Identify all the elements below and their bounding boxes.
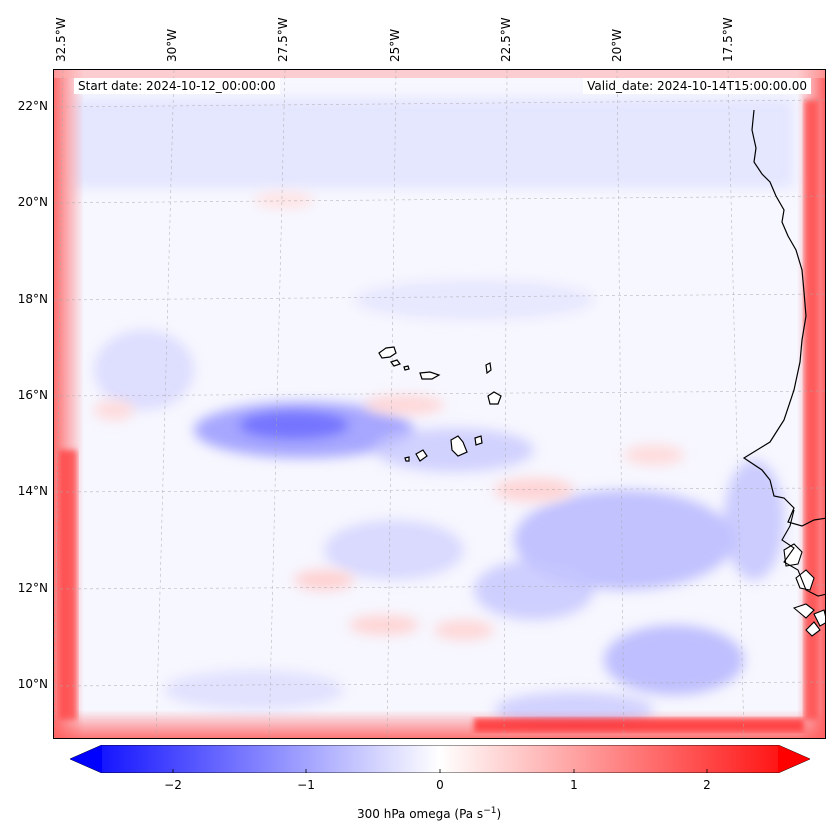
colorbar-gradient [70,745,810,773]
lon-label-32-5w: 32.5°W [54,17,68,62]
west-africa-coast-south [781,509,825,597]
colorbar-max-extend [778,745,810,773]
lat-label-10n: 10°N [17,677,48,691]
top-boundary-band [54,70,825,78]
colorbar-tick-2: 2 [703,778,711,792]
colorbar-title-text: 300 hPa omega (Pa s [357,807,484,821]
lon-label-22-5w: 22.5°W [499,17,513,62]
right-boundary-core [804,100,818,720]
lat-label-18n: 18°N [17,292,48,306]
lat-label-20n: 20°N [17,195,48,209]
start-date-label: Start date: 2024-10-12_00:00:00 [74,78,280,94]
negative-omega-patches [74,98,794,728]
colorbar-tick-0: 0 [436,778,444,792]
left-boundary-core [59,450,77,720]
colorbar-tick-neg2: −2 [164,778,182,792]
colorbar-title-end: ) [496,807,502,821]
cape-verde-islands [378,346,502,462]
lat-label-16n: 16°N [17,388,48,402]
colorbar-ticks [172,769,708,773]
colorbar-tick-1: 1 [570,778,578,792]
lat-label-22n: 22°N [17,99,48,113]
lon-label-20w: 20°W [610,28,624,62]
lon-label-27-5w: 27.5°W [276,17,290,62]
valid-date-label: Valid_date: 2024-10-14T15:00:00.00 [583,78,811,94]
lon-label-30w: 30°W [165,28,179,62]
omega-field-map [54,70,825,738]
colorbar [70,745,810,773]
lat-label-12n: 12°N [17,581,48,595]
graticule [54,70,825,738]
colorbar-title-sup: −1 [483,806,497,816]
lon-label-25w: 25°W [388,28,402,62]
colorbar-min-extend [70,745,102,773]
lat-label-14n: 14°N [17,484,48,498]
lon-label-17-5w: 17.5°W [721,17,735,62]
guinea-bissau-islands [783,543,825,637]
african-coastline [742,109,825,527]
positive-omega-patches [94,192,684,640]
bottom-boundary-core [474,718,804,732]
colorbar-tick-neg1: −1 [297,778,315,792]
map-panel: Start date: 2024-10-12_00:00:00 Valid_da… [53,69,826,739]
colorbar-title: 300 hPa omega (Pa s−1) [357,806,501,821]
